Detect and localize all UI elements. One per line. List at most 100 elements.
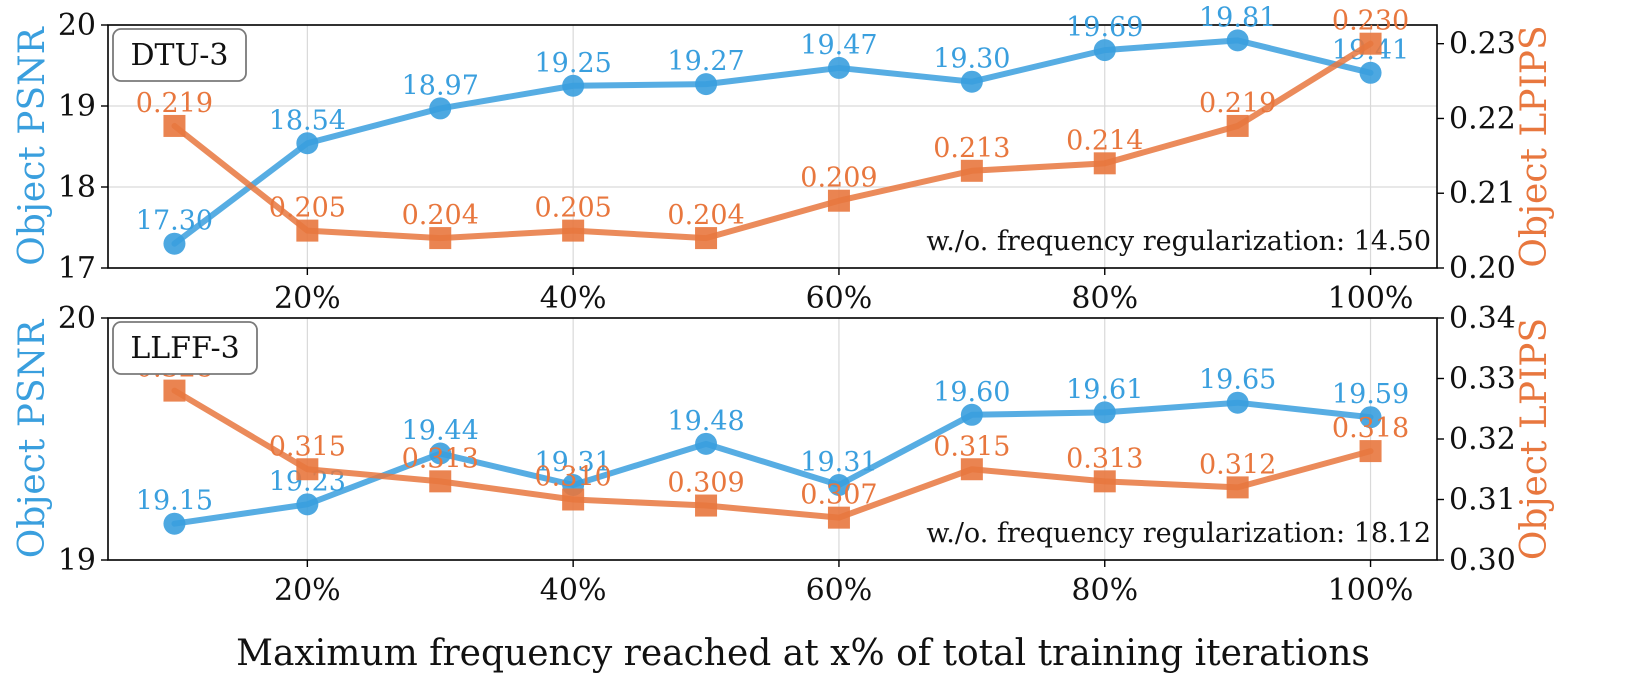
y-right-axis-label: Object LPIPS bbox=[1514, 25, 1555, 267]
y-left-axis-label: Object PSNR bbox=[12, 319, 53, 558]
lpips-point bbox=[1093, 152, 1116, 175]
x-tick-label: 20% bbox=[274, 281, 341, 316]
psnr-data-label: 19.69 bbox=[1066, 12, 1143, 43]
baseline-annotation: w./o. frequency regularization: 18.12 bbox=[926, 518, 1431, 549]
lpips-data-label: 0.315 bbox=[933, 431, 1010, 462]
psnr-point bbox=[429, 97, 452, 120]
y-right-tick-label: 0.30 bbox=[1449, 543, 1516, 578]
lpips-series-line bbox=[171, 40, 1374, 242]
x-tick-label: 60% bbox=[806, 281, 873, 316]
psnr-data-label: 19.44 bbox=[402, 416, 479, 447]
y-right-tick-label: 0.33 bbox=[1449, 362, 1516, 397]
psnr-data-label: 19.47 bbox=[800, 30, 877, 61]
lpips-point bbox=[296, 458, 319, 481]
lpips-data-label: 0.230 bbox=[1332, 6, 1409, 37]
psnr-data-label: 19.30 bbox=[933, 44, 1010, 75]
psnr-data-label: 19.25 bbox=[535, 48, 612, 79]
psnr-point bbox=[960, 70, 983, 93]
panel-llff-3: 20% 40% 60% 80% 100% 19 20 0.30 0.31 0.32 0.33 0.34… bbox=[12, 301, 1555, 608]
x-tick-label: 80% bbox=[1071, 573, 1138, 608]
lpips-point bbox=[1359, 32, 1382, 55]
lpips-point bbox=[163, 114, 186, 137]
x-tick-label: 80% bbox=[1071, 281, 1138, 316]
lpips-data-label: 0.205 bbox=[535, 193, 612, 224]
psnr-data-label: 19.81 bbox=[1199, 2, 1276, 33]
lpips-data-label: 0.214 bbox=[1066, 125, 1143, 156]
psnr-data-label: 19.65 bbox=[1199, 365, 1276, 396]
lpips-data-label: 0.205 bbox=[269, 193, 346, 224]
psnr-data-label: 19.15 bbox=[136, 486, 213, 517]
lpips-point bbox=[1359, 440, 1382, 463]
title-box: DTU-3 bbox=[112, 28, 247, 82]
lpips-data-label: 0.307 bbox=[800, 480, 877, 511]
psnr-data-label: 19.60 bbox=[933, 377, 1010, 408]
psnr-data-label: 18.54 bbox=[269, 105, 346, 136]
title-box-frame bbox=[112, 321, 258, 375]
psnr-point bbox=[1226, 29, 1249, 52]
lpips-point bbox=[827, 506, 850, 529]
y-right-tick-label: 0.34 bbox=[1449, 301, 1516, 336]
psnr-point bbox=[1226, 391, 1249, 414]
title-box-frame bbox=[112, 28, 247, 82]
psnr-point bbox=[429, 442, 452, 465]
psnr-data-label: 18.97 bbox=[402, 70, 479, 101]
psnr-series-line bbox=[171, 399, 1374, 527]
y-right-tick-label: 0.22 bbox=[1449, 101, 1516, 136]
psnr-point bbox=[827, 473, 850, 496]
y-right-tick-label: 0.32 bbox=[1449, 422, 1516, 457]
lpips-point bbox=[1226, 114, 1249, 137]
psnr-point bbox=[296, 493, 319, 516]
lpips-data-label: 0.309 bbox=[667, 468, 744, 499]
title-box: LLFF-3 bbox=[112, 321, 258, 375]
x-tick-label: 100% bbox=[1328, 281, 1414, 316]
lpips-point bbox=[827, 189, 850, 212]
x-tick-label: 40% bbox=[540, 573, 607, 608]
psnr-point bbox=[296, 132, 319, 155]
lpips-data-label: 0.312 bbox=[1199, 449, 1276, 480]
psnr-data-label: 19.48 bbox=[667, 406, 744, 437]
x-tick-label: 60% bbox=[806, 573, 873, 608]
lpips-point bbox=[1226, 476, 1249, 499]
y-left-tick-label: 18 bbox=[58, 170, 96, 205]
plot-frame bbox=[107, 24, 1438, 269]
psnr-data-label: 19.27 bbox=[667, 46, 744, 77]
lpips-data-label: 0.318 bbox=[1332, 413, 1409, 444]
lpips-data-label: 0.310 bbox=[535, 462, 612, 493]
psnr-data-label: 19.59 bbox=[1332, 379, 1409, 410]
y-left-tick-label: 17 bbox=[58, 251, 96, 286]
y-left-axis-label: Object PSNR bbox=[12, 26, 53, 265]
lpips-point bbox=[429, 470, 452, 493]
lpips-data-label: 0.209 bbox=[800, 163, 877, 194]
psnr-point bbox=[163, 512, 186, 535]
y-left-tick-label: 20 bbox=[58, 301, 96, 336]
panel-title: DTU-3 bbox=[130, 38, 228, 73]
psnr-data-label: 19.61 bbox=[1066, 374, 1143, 405]
lpips-point bbox=[429, 227, 452, 250]
psnr-data-label: 19.31 bbox=[800, 447, 877, 478]
y-right-axis-label: Object LPIPS bbox=[1514, 318, 1555, 560]
lpips-point bbox=[163, 379, 186, 402]
x-tick-label: 100% bbox=[1328, 573, 1414, 608]
lpips-data-label: 0.213 bbox=[933, 133, 1010, 164]
lpips-point bbox=[562, 488, 585, 511]
baseline-annotation: w./o. frequency regularization: 14.50 bbox=[926, 226, 1431, 257]
x-axis-label: Maximum frequency reached at x% of total… bbox=[236, 633, 1370, 674]
y-right-tick-label: 0.31 bbox=[1449, 483, 1516, 518]
psnr-point bbox=[960, 403, 983, 426]
psnr-point bbox=[827, 56, 850, 79]
y-left-tick-label: 20 bbox=[58, 8, 96, 43]
y-right-tick-label: 0.21 bbox=[1449, 176, 1516, 211]
psnr-point bbox=[1359, 61, 1382, 84]
lpips-data-label: 0.219 bbox=[136, 88, 213, 119]
lpips-data-label: 0.204 bbox=[402, 200, 479, 231]
lpips-point bbox=[296, 219, 319, 242]
psnr-point bbox=[163, 232, 186, 255]
lpips-data-label: 0.315 bbox=[269, 431, 346, 462]
lpips-series-line bbox=[171, 387, 1374, 521]
psnr-point bbox=[695, 432, 718, 455]
psnr-point bbox=[695, 73, 718, 96]
psnr-series-line bbox=[171, 37, 1374, 247]
lpips-point bbox=[562, 219, 585, 242]
x-tick-label: 20% bbox=[274, 573, 341, 608]
